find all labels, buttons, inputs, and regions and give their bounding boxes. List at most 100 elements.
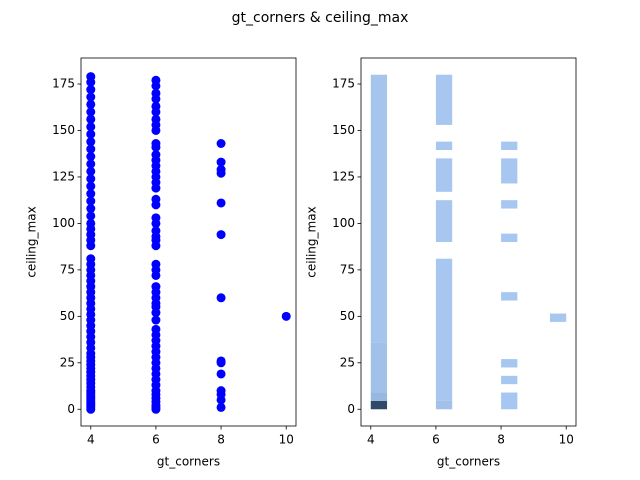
hist-cell <box>501 292 518 301</box>
x-axis-label: gt_corners <box>437 455 500 469</box>
scatter-point <box>216 356 226 366</box>
axes: 4 6 8 100255075100125150175gt_cornersceilin… <box>305 57 577 469</box>
y-tick-label: 0 <box>67 402 75 416</box>
scatter-point <box>86 85 96 95</box>
scatter-point <box>216 402 226 412</box>
scatter-point <box>216 293 226 303</box>
scatter-point <box>86 144 96 154</box>
scatter-point <box>216 369 226 379</box>
x-tick-label: 4 <box>367 433 375 447</box>
hist-cell <box>370 400 388 410</box>
scatter-point <box>151 194 161 204</box>
hist-cell <box>435 158 453 192</box>
y-tick-label: 50 <box>60 309 75 323</box>
y-tick-label: 100 <box>332 216 355 230</box>
scatter-point <box>86 204 96 214</box>
x-tick-label: 8 <box>217 433 225 447</box>
scatter-point <box>86 152 96 162</box>
hist-cell <box>501 200 518 209</box>
scatter-point <box>216 198 226 208</box>
scatter-point <box>86 211 96 221</box>
hist-cell <box>501 392 518 410</box>
scatter-point <box>86 218 96 228</box>
hist-cell <box>501 359 518 368</box>
scatter-point <box>151 282 161 292</box>
scatter-point <box>86 114 96 124</box>
y-tick-label: 75 <box>340 262 355 276</box>
y-tick-label: 0 <box>347 402 355 416</box>
scatter-point <box>86 137 96 147</box>
y-tick-label: 175 <box>52 77 75 91</box>
scatter-point <box>86 254 96 264</box>
scatter-point <box>86 189 96 199</box>
scatter-point <box>86 196 96 206</box>
hist-cell <box>370 342 388 393</box>
scatter-point <box>151 213 161 223</box>
x-axis-label: gt_corners <box>157 455 220 469</box>
y-tick-label: 25 <box>60 355 75 369</box>
scatter-point <box>151 315 161 325</box>
scatter-point <box>216 230 226 240</box>
hist-cell <box>501 158 518 184</box>
scatter-point <box>86 107 96 117</box>
hist-cell <box>435 258 453 401</box>
hist-cell <box>435 200 453 242</box>
y-axis-label: ceiling_max <box>25 206 39 277</box>
y-tick-label: 150 <box>332 123 355 137</box>
scatter-point <box>86 181 96 191</box>
hist-cell <box>501 141 518 150</box>
scatter-point <box>86 72 96 82</box>
hist-cell <box>370 392 388 401</box>
scatter-point <box>216 157 226 167</box>
scatter-point <box>86 166 96 176</box>
scatter-point <box>281 311 291 321</box>
scatter-point <box>151 88 161 98</box>
hist-cell <box>435 141 453 150</box>
hist-cell <box>435 400 453 410</box>
scatter-point <box>151 226 161 236</box>
scatter-point <box>216 138 226 148</box>
x-tick-label: 10 <box>559 433 574 447</box>
y-tick-label: 150 <box>52 123 75 137</box>
scatter-point <box>151 324 161 334</box>
axes: 4 6 8 100255075100125150175gt_cornersceilin… <box>25 57 297 469</box>
hist-cell <box>435 74 453 125</box>
y-tick-label: 50 <box>340 309 355 323</box>
scatter-point <box>216 165 226 175</box>
y-tick-label: 75 <box>60 262 75 276</box>
scatter-point <box>86 122 96 132</box>
hist-cell <box>501 375 518 385</box>
hist-cell <box>501 233 518 242</box>
y-axis-label: ceiling_max <box>305 206 319 277</box>
figure-title: gt_corners & ceiling_max <box>232 10 409 26</box>
plot-area <box>370 74 567 410</box>
axes-frame <box>80 57 297 427</box>
hist-cell <box>549 313 567 322</box>
scatter-point <box>86 92 96 102</box>
scatter-point <box>151 150 161 160</box>
scatter-point <box>86 174 96 184</box>
y-tick-label: 175 <box>332 77 355 91</box>
x-tick-label: 6 <box>152 433 160 447</box>
scatter-point <box>216 386 226 396</box>
scatter-point <box>86 159 96 169</box>
y-tick-label: 125 <box>332 169 355 183</box>
axes-frame <box>360 57 577 427</box>
scatter-point <box>86 129 96 139</box>
x-tick-label: 6 <box>432 433 440 447</box>
y-tick-label: 25 <box>340 355 355 369</box>
scatter-point <box>151 114 161 124</box>
x-tick-label: 4 <box>87 433 95 447</box>
scatter-point <box>151 138 161 148</box>
x-tick-label: 8 <box>497 433 505 447</box>
scatter-point <box>86 99 96 109</box>
plot-area <box>86 72 291 414</box>
hist-cell <box>370 74 388 343</box>
y-tick-label: 100 <box>52 216 75 230</box>
y-tick-label: 125 <box>52 169 75 183</box>
scatter-point <box>151 75 161 85</box>
scatter-point <box>151 101 161 111</box>
scatter-point <box>151 259 161 269</box>
